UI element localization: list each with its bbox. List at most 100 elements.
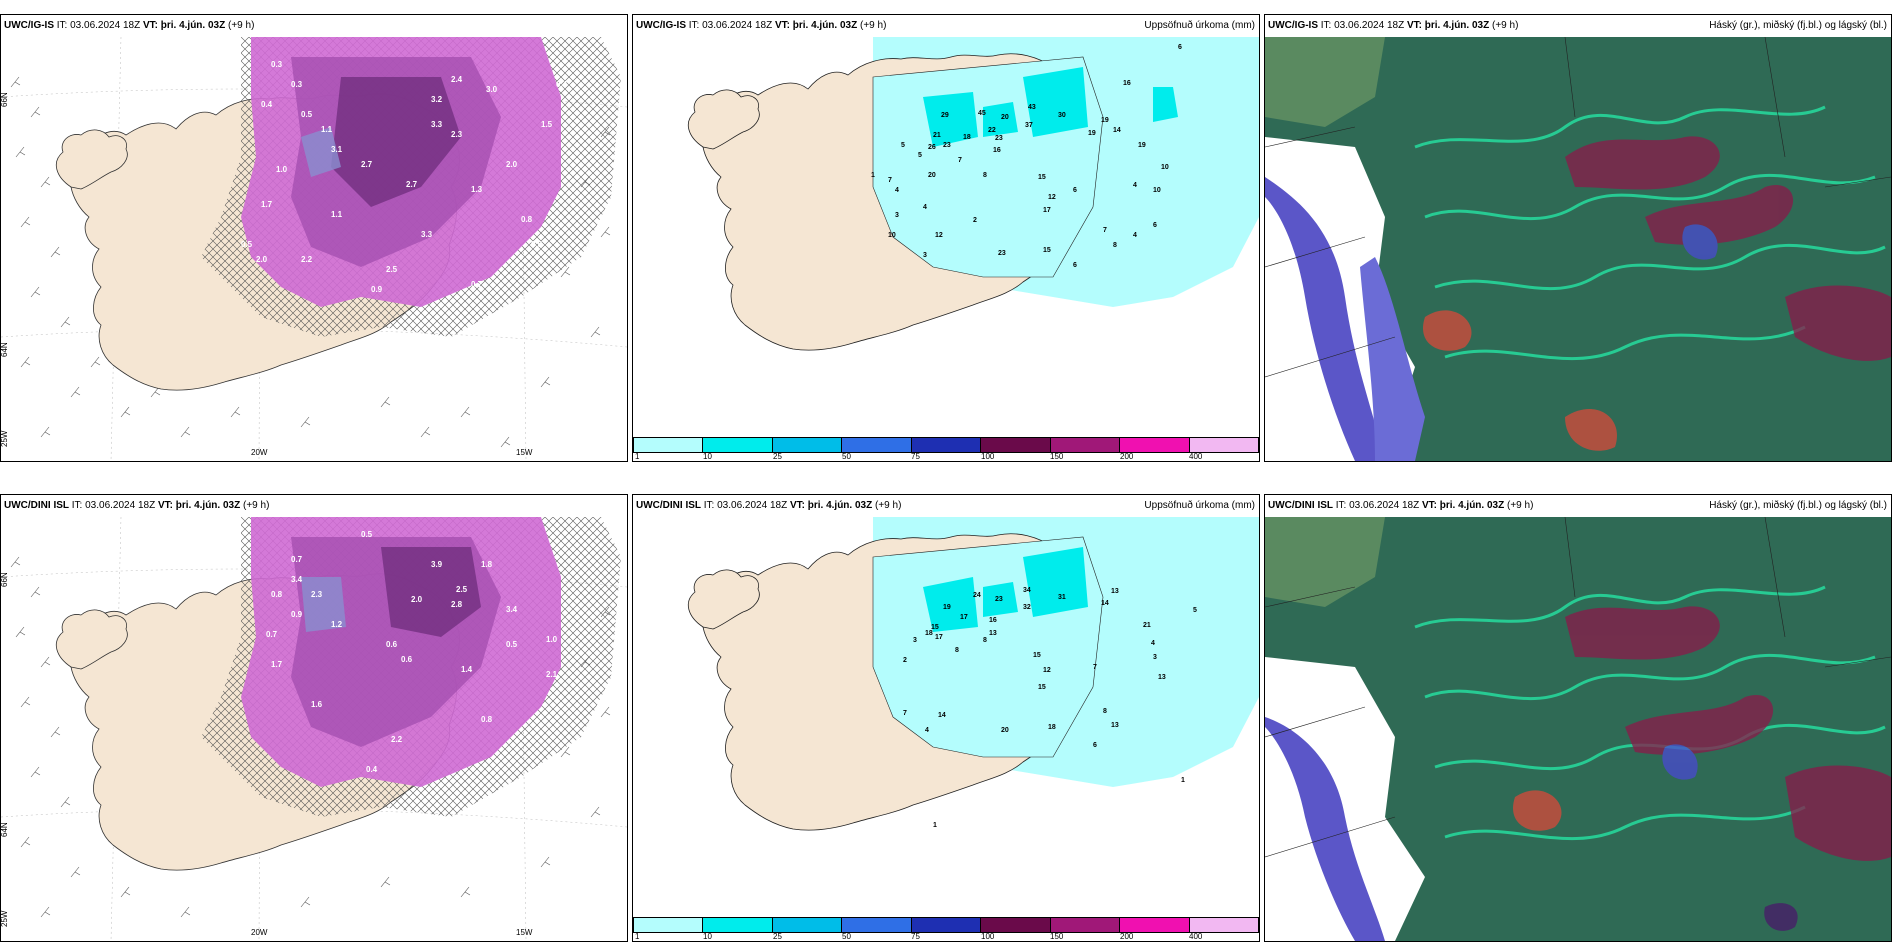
svg-text:15: 15 (1038, 174, 1046, 181)
svg-text:5: 5 (918, 152, 922, 159)
snow-map-svg: 0.5 0.7 0.8 3.9 1.8 2.5 2.0 1.2 3.4 0.6 … (1, 517, 627, 941)
cloud-map (1265, 37, 1891, 461)
svg-text:3.9: 3.9 (431, 560, 443, 569)
svg-text:0.5: 0.5 (506, 640, 518, 649)
svg-text:19: 19 (1088, 130, 1096, 137)
svg-text:15W: 15W (516, 928, 533, 937)
svg-text:19: 19 (1138, 142, 1146, 149)
svg-text:3.4: 3.4 (291, 575, 303, 584)
colorbar-label: 75 (911, 452, 920, 461)
svg-text:45: 45 (978, 110, 986, 117)
svg-text:32: 32 (1023, 604, 1031, 611)
svg-text:20: 20 (1001, 114, 1009, 121)
svg-text:18: 18 (963, 134, 971, 141)
svg-text:6: 6 (1178, 44, 1182, 51)
cloud-map-svg (1265, 517, 1891, 941)
colorbar: 1 10 25 50 75 100 150 200 400 (633, 911, 1259, 941)
svg-text:29: 29 (941, 112, 949, 119)
svg-text:23: 23 (995, 135, 1003, 142)
svg-text:0.6: 0.6 (386, 640, 398, 649)
svg-text:34: 34 (1023, 587, 1031, 594)
svg-text:20W: 20W (251, 448, 268, 457)
svg-text:7: 7 (958, 157, 962, 164)
colorbar-cell (980, 917, 1050, 933)
precip-map-svg: 19 24 23 34 31 17 15 18 17 16 13 32 14 1… (633, 517, 1259, 911)
svg-text:1.0: 1.0 (276, 165, 288, 174)
svg-text:3.4: 3.4 (506, 605, 518, 614)
svg-text:17: 17 (935, 634, 943, 641)
svg-text:23: 23 (995, 596, 1003, 603)
colorbar-cell (633, 917, 703, 933)
svg-text:2.5: 2.5 (456, 585, 468, 594)
svg-text:0.6: 0.6 (401, 655, 413, 664)
svg-text:4: 4 (1133, 232, 1137, 239)
svg-text:4: 4 (895, 187, 899, 194)
svg-text:66N: 66N (1, 572, 9, 587)
svg-text:17: 17 (960, 614, 968, 621)
svg-text:19: 19 (1101, 117, 1109, 124)
svg-text:14: 14 (1101, 600, 1109, 607)
colorbar-label: 75 (911, 932, 920, 941)
colorbar-cell (771, 917, 842, 933)
svg-text:13: 13 (1111, 722, 1119, 729)
colorbar-cell (910, 917, 981, 933)
svg-text:2.1: 2.1 (546, 670, 558, 679)
svg-text:1: 1 (933, 822, 937, 829)
colorbar-cell (702, 917, 772, 933)
colorbar-label: 25 (773, 932, 782, 941)
svg-text:7: 7 (888, 177, 892, 184)
colorbar-cell (633, 437, 703, 453)
svg-text:0.7: 0.7 (471, 280, 483, 289)
svg-text:1.7: 1.7 (261, 200, 273, 209)
svg-text:2: 2 (903, 657, 907, 664)
snow-map-svg: 0.3 0.3 0.4 0.5 1.1 3.1 3.2 2.4 3.0 2.3 … (1, 37, 627, 461)
svg-text:1.5: 1.5 (541, 120, 553, 129)
colorbar-label: 10 (703, 932, 712, 941)
svg-text:64N: 64N (1, 822, 9, 837)
svg-text:1.1: 1.1 (321, 125, 333, 134)
svg-text:2.0: 2.0 (506, 160, 518, 169)
colorbar-cell (1188, 917, 1259, 933)
colorbar-cell (1119, 437, 1189, 453)
svg-text:6: 6 (1093, 742, 1097, 749)
svg-text:20: 20 (1001, 727, 1009, 734)
svg-text:0.5: 0.5 (361, 530, 373, 539)
svg-text:26: 26 (928, 144, 936, 151)
svg-text:8: 8 (1103, 708, 1107, 715)
colorbar-label: 25 (773, 452, 782, 461)
colorbar-label: 400 (1189, 452, 1203, 461)
svg-text:0.3: 0.3 (271, 60, 283, 69)
svg-text:23: 23 (998, 250, 1006, 257)
svg-text:0.5: 0.5 (241, 240, 253, 249)
colorbar-cell (980, 437, 1050, 453)
svg-text:8: 8 (1113, 242, 1117, 249)
colorbar-label: 50 (842, 932, 851, 941)
svg-text:0.4: 0.4 (556, 80, 568, 89)
panel-snow-dini: UWC/DINI ISL IT: 03.06.2024 18Z VT: þri.… (0, 494, 628, 942)
svg-text:3.0: 3.0 (486, 85, 498, 94)
svg-text:1.3: 1.3 (471, 185, 483, 194)
svg-text:0.4: 0.4 (551, 330, 563, 339)
svg-text:1: 1 (1181, 777, 1185, 784)
panel-clouds-dini: UWC/DINI ISL IT: 03.06.2024 18Z VT: þri.… (1264, 494, 1892, 942)
svg-text:16: 16 (989, 617, 997, 624)
svg-text:0.7: 0.7 (291, 555, 303, 564)
svg-text:10: 10 (1153, 187, 1161, 194)
svg-text:4: 4 (1133, 182, 1137, 189)
svg-text:0.8: 0.8 (481, 715, 493, 724)
svg-text:1: 1 (871, 172, 875, 179)
svg-text:6: 6 (1073, 262, 1077, 269)
svg-text:5: 5 (1193, 607, 1197, 614)
colorbar-label: 150 (1050, 932, 1064, 941)
svg-text:14: 14 (1113, 127, 1121, 134)
svg-text:6: 6 (1153, 222, 1157, 229)
svg-text:2.2: 2.2 (301, 255, 313, 264)
svg-text:2.8: 2.8 (451, 600, 463, 609)
svg-text:1.0: 1.0 (546, 635, 558, 644)
svg-text:12: 12 (1048, 194, 1056, 201)
colorbar-cell (1188, 437, 1259, 453)
svg-text:1.8: 1.8 (481, 560, 493, 569)
svg-text:2.0: 2.0 (256, 255, 268, 264)
svg-text:1.4: 1.4 (461, 665, 473, 674)
svg-text:20W: 20W (251, 928, 268, 937)
